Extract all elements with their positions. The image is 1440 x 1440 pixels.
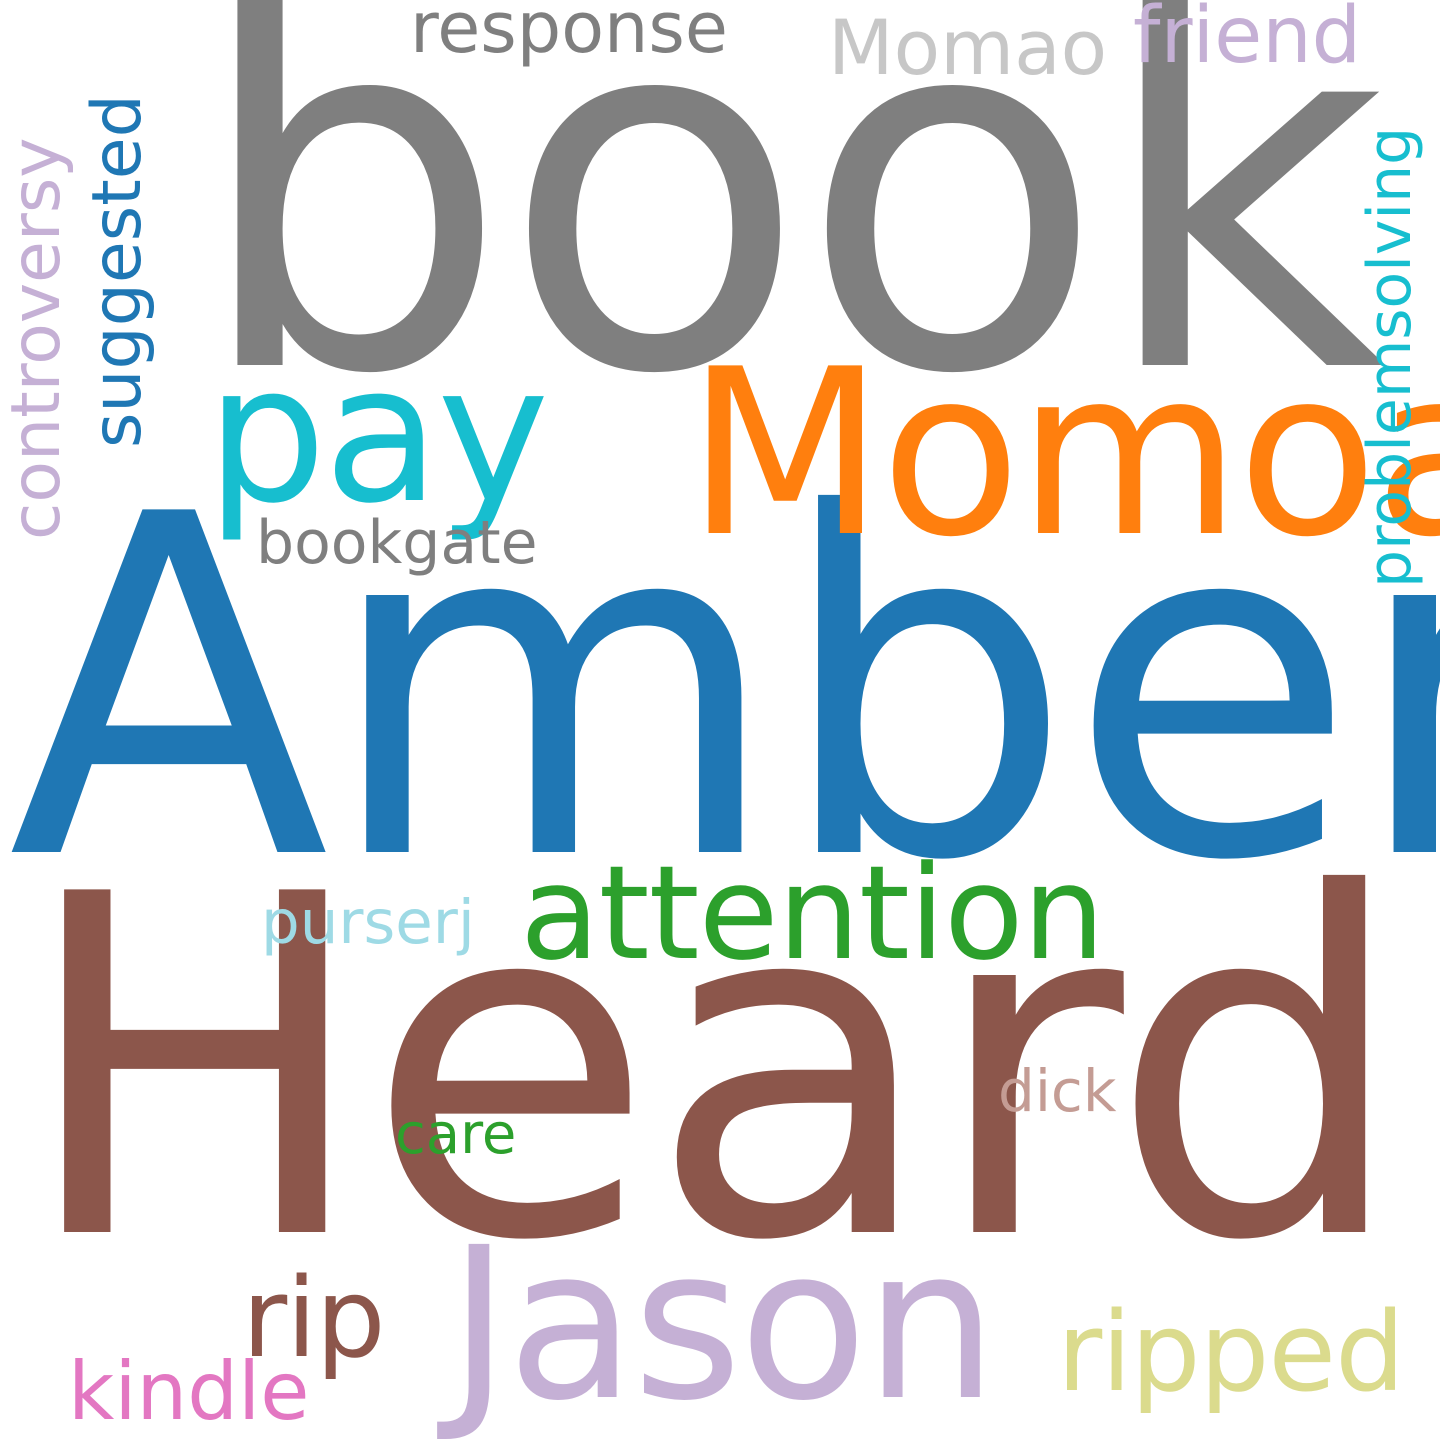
word-momao: Momao [828,3,1108,92]
word-suggested: suggested [78,94,157,448]
word-book: book [192,0,1387,483]
word-response: response [410,0,728,69]
word-attention: attention [520,837,1105,989]
word-momoa: Momoa [686,321,1440,588]
word-kindle: kindle [68,1345,310,1438]
word-dick: dick [998,1057,1117,1125]
word-friend: friend [1133,0,1362,81]
word-controversy: controversy [0,137,76,540]
word-rip: rip [242,1254,386,1382]
word-heard: Heard [18,796,1408,1343]
word-pay: pay [206,324,549,545]
word-amber: Amber [8,416,1440,963]
word-bookgate: bookgate [256,508,538,578]
word-problemsolving: problemsolving [1355,126,1425,588]
word-purserj: purserj [261,887,475,958]
word-jason: Jason [448,1202,998,1440]
word-care: care [395,1102,517,1167]
word-ripped: ripped [1057,1288,1405,1416]
